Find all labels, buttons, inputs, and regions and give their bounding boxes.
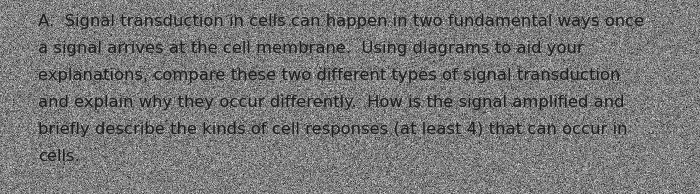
Text: A.  Signal transduction in cells can happen in two fundamental ways once: A. Signal transduction in cells can happ… <box>38 14 644 29</box>
Text: and explain why they occur differently.  How is the signal amplified and: and explain why they occur differently. … <box>38 95 624 110</box>
Text: a signal arrives at the cell membrane.  Using diagrams to aid your: a signal arrives at the cell membrane. U… <box>38 41 584 56</box>
Text: cells.: cells. <box>38 149 80 164</box>
Text: briefly describe the kinds of cell responses (at least 4) that can occur in: briefly describe the kinds of cell respo… <box>38 122 627 137</box>
Text: explanations, compare these two different types of signal transduction: explanations, compare these two differen… <box>38 68 620 83</box>
